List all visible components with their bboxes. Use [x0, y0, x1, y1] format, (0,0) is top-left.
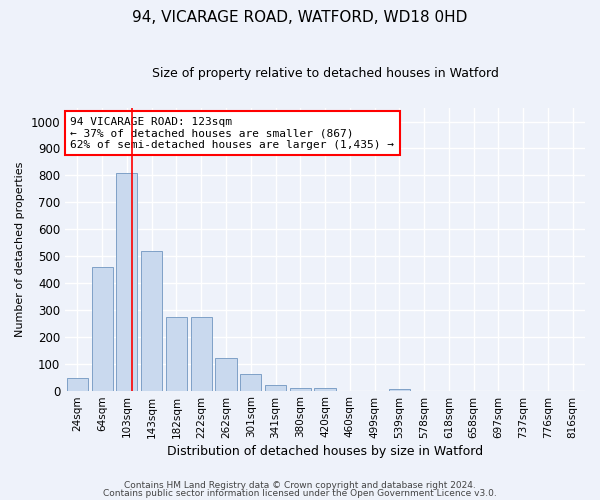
Bar	[265, 385, 286, 390]
Bar	[290, 388, 311, 390]
Bar	[92, 267, 113, 390]
Bar	[314, 388, 335, 390]
Bar	[215, 358, 236, 390]
Bar	[116, 172, 137, 390]
X-axis label: Distribution of detached houses by size in Watford: Distribution of detached houses by size …	[167, 444, 483, 458]
Bar	[389, 389, 410, 390]
Bar	[240, 374, 261, 390]
Text: 94 VICARAGE ROAD: 123sqm
← 37% of detached houses are smaller (867)
62% of semi-: 94 VICARAGE ROAD: 123sqm ← 37% of detach…	[70, 116, 394, 150]
Bar	[141, 250, 162, 390]
Bar	[67, 378, 88, 390]
Title: Size of property relative to detached houses in Watford: Size of property relative to detached ho…	[152, 68, 499, 80]
Bar	[166, 316, 187, 390]
Bar	[191, 316, 212, 390]
Text: Contains HM Land Registry data © Crown copyright and database right 2024.: Contains HM Land Registry data © Crown c…	[124, 481, 476, 490]
Y-axis label: Number of detached properties: Number of detached properties	[15, 162, 25, 337]
Text: 94, VICARAGE ROAD, WATFORD, WD18 0HD: 94, VICARAGE ROAD, WATFORD, WD18 0HD	[133, 10, 467, 25]
Text: Contains public sector information licensed under the Open Government Licence v3: Contains public sector information licen…	[103, 488, 497, 498]
